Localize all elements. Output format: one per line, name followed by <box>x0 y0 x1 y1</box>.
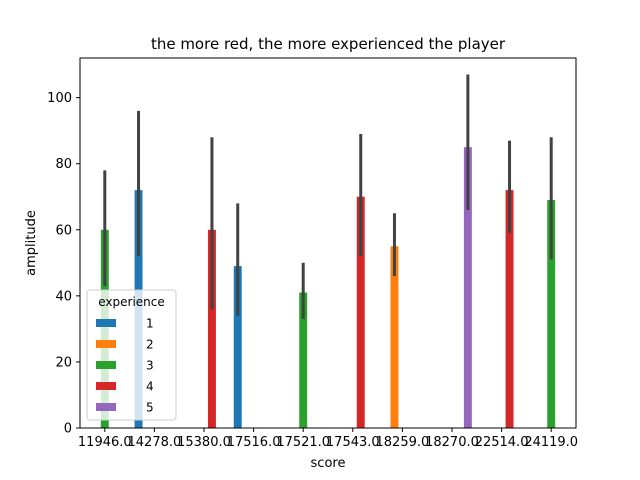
x-tick-label: 24119.0 <box>524 435 578 450</box>
y-tick-label: 100 <box>47 91 72 106</box>
legend-entry-label: 5 <box>146 401 154 415</box>
x-tick-label: 18259.0 <box>376 435 430 450</box>
chart-title: the more red, the more experienced the p… <box>151 35 506 53</box>
y-tick-label: 60 <box>55 223 72 238</box>
legend-entry-label: 4 <box>146 380 154 394</box>
legend-swatch <box>96 319 116 327</box>
legend-swatch <box>96 382 116 390</box>
bar <box>299 292 308 428</box>
x-tick-label: 22514.0 <box>475 435 529 450</box>
x-tick-label: 17543.0 <box>326 435 380 450</box>
bar <box>233 266 242 429</box>
bar <box>505 190 514 428</box>
legend-swatch <box>96 403 116 411</box>
legend-title: experience <box>98 295 165 309</box>
bar <box>463 147 472 428</box>
bar <box>390 246 399 428</box>
x-tick-label: 18270.0 <box>425 435 479 450</box>
legend: experience 1 2 3 4 5 <box>86 289 177 421</box>
y-tick-label: 40 <box>55 289 72 304</box>
x-tick-label: 11946.0 <box>78 435 132 450</box>
legend-box <box>86 289 177 421</box>
bar <box>547 200 556 428</box>
legend-entry-label: 1 <box>146 317 154 331</box>
bar <box>356 196 365 428</box>
legend-entry-label: 2 <box>146 338 154 352</box>
plot-frame <box>79 57 577 429</box>
x-tick-label: 17521.0 <box>276 435 330 450</box>
y-tick-label: 80 <box>55 157 72 172</box>
x-tick-label: 17516.0 <box>227 435 281 450</box>
legend-entry-label: 3 <box>146 359 154 373</box>
y-tick-label: 0 <box>64 422 72 437</box>
bar <box>207 229 216 428</box>
x-tick-label: 14278.0 <box>128 435 182 450</box>
y-axis-label: amplitude <box>24 210 39 276</box>
axes-layer: 0 20 40 60 80 100 11946.014278.015380.017516.0… <box>47 57 578 450</box>
x-tick-label: 15380.0 <box>177 435 231 450</box>
legend-swatch <box>96 340 116 348</box>
errorbars-layer <box>103 74 553 319</box>
y-tick-label: 20 <box>55 355 72 370</box>
legend-swatch <box>96 361 116 369</box>
x-axis-label: score <box>311 456 346 471</box>
